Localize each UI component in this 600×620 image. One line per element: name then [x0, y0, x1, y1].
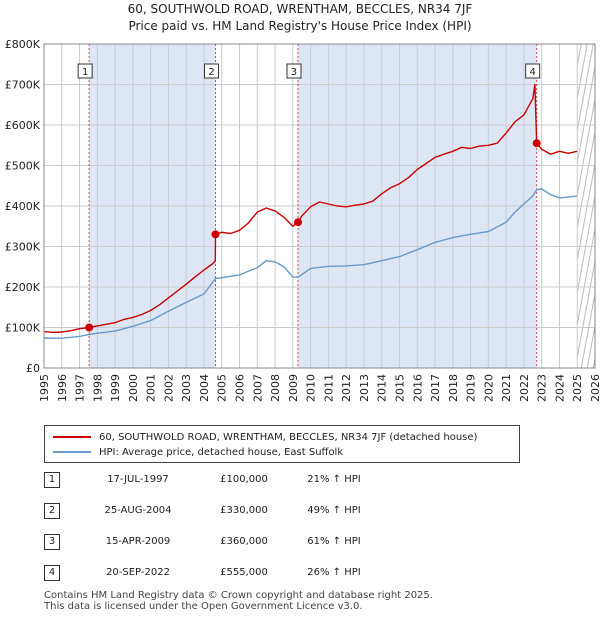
x-tick-label: 2014 [376, 374, 389, 402]
x-tick-label: 2013 [358, 374, 371, 402]
x-tick-label: 2000 [127, 374, 140, 402]
x-tick-label: 2006 [234, 374, 247, 402]
transaction-hpi-diff: 26% ↑ HPI [307, 567, 361, 578]
y-tick-label: £200K [5, 281, 41, 294]
chart-subtitle: Price paid vs. HM Land Registry's House … [128, 19, 472, 33]
x-tick-label: 2020 [482, 374, 495, 402]
future-hatch [577, 226, 596, 328]
plot-border [43, 43, 596, 369]
table-row: 1 17-JUL-1997 £100,000 21% ↑ HPI [44, 472, 464, 488]
x-tick-label: 1996 [56, 374, 69, 402]
legend-swatch-hpi [53, 451, 91, 453]
x-tick-label: 2016 [411, 374, 424, 402]
legend: 60, SOUTHWOLD ROAD, WRENTHAM, BECCLES, N… [44, 425, 520, 463]
x-tick-label: 2026 [589, 374, 600, 402]
x-tick-label: 2018 [447, 374, 460, 402]
hpi-line [43, 188, 578, 339]
sale-point [532, 139, 541, 148]
table-row: 4 20-SEP-2022 £555,000 26% ↑ HPI [44, 565, 464, 581]
x-tick-label: 2011 [322, 374, 335, 402]
x-tick-label: 2001 [145, 374, 158, 402]
future-hatch [577, 44, 594, 134]
sale-marker-box [525, 63, 541, 79]
x-tick-label: 2012 [340, 374, 353, 402]
future-hatch [580, 290, 596, 368]
x-tick-label: 2017 [429, 374, 442, 402]
sale-point [293, 218, 302, 227]
x-tick-label: 1995 [38, 374, 51, 402]
x-tick-label: 2024 [553, 374, 566, 402]
price-chart: £0 £100K £200K £300K £400K £500K £600K £700K £80… [5, 38, 600, 402]
y-tick-label: £0 [26, 362, 40, 375]
table-row: 2 25-AUG-2004 £330,000 49% ↑ HPI [44, 503, 464, 519]
y-tick-label: £400K [5, 200, 41, 213]
sale-marker-box [204, 63, 220, 79]
x-tick-label: 2015 [393, 374, 406, 402]
sale-marker-label: 3 [291, 67, 297, 78]
sale-marker-label: 2 [208, 67, 214, 78]
table-row: 3 15-APR-2009 £360,000 61% ↑ HPI [44, 534, 464, 550]
x-tick-label: 2007 [251, 374, 264, 402]
legend-swatch-property [53, 436, 91, 438]
transaction-date: 17-JUL-1997 [107, 474, 169, 485]
x-tick-label: 2003 [180, 374, 193, 402]
legend-item-property: 60, SOUTHWOLD ROAD, WRENTHAM, BECCLES, N… [53, 430, 477, 444]
y-tick-label: £500K [5, 160, 41, 173]
x-tick-label: 2002 [162, 374, 175, 402]
x-tick-label: 2022 [518, 374, 531, 402]
future-hatch [577, 258, 596, 360]
transaction-number: 3 [44, 534, 60, 550]
x-tick-label: 2005 [216, 374, 229, 402]
transaction-hpi-diff: 49% ↑ HPI [307, 505, 361, 516]
x-tick-label: 1998 [91, 374, 104, 402]
transaction-number: 2 [44, 503, 60, 519]
y-tick-label: £600K [5, 119, 41, 132]
x-tick-label: 2009 [287, 374, 300, 402]
transaction-hpi-diff: 61% ↑ HPI [307, 536, 361, 547]
sale-marker-label: 4 [530, 67, 536, 78]
legend-item-hpi: HPI: Average price, detached house, East… [53, 445, 343, 459]
y-tick-label: £100K [5, 322, 41, 335]
transaction-date: 15-APR-2009 [105, 536, 171, 547]
y-tick-label: £300K [5, 241, 41, 254]
transaction-number: 4 [44, 565, 60, 581]
x-tick-label: 2019 [465, 374, 478, 402]
x-tick-label: 2021 [500, 374, 513, 402]
transaction-price: £555,000 [220, 567, 268, 578]
sale-marker-label: 1 [82, 67, 88, 78]
future-hatch [577, 64, 596, 166]
footer-copyright: Contains HM Land Registry data © Crown c… [44, 590, 433, 601]
x-tick-label: 2008 [269, 374, 282, 402]
legend-label-hpi: HPI: Average price, detached house, East… [99, 446, 344, 458]
sale-point [211, 230, 220, 239]
sale-marker-box [286, 63, 302, 79]
property-price-line [43, 83, 578, 334]
transaction-number: 1 [44, 472, 60, 488]
x-tick-label: 2023 [536, 374, 549, 402]
x-tick-label: 2004 [198, 374, 211, 402]
legend-label-property: 60, SOUTHWOLD ROAD, WRENTHAM, BECCLES, N… [99, 431, 478, 443]
y-tick-label: £800K [5, 38, 41, 51]
sale-point [85, 323, 94, 332]
transaction-date: 20-SEP-2022 [106, 567, 170, 578]
transaction-price: £100,000 [220, 474, 268, 485]
x-tick-label: 1997 [74, 374, 87, 402]
chart-title: 60, SOUTHWOLD ROAD, WRENTHAM, BECCLES, N… [127, 2, 473, 16]
x-tick-label: 2025 [571, 374, 584, 402]
y-tick-label: £700K [5, 79, 41, 92]
transaction-hpi-diff: 21% ↑ HPI [307, 474, 361, 485]
x-tick-label: 1999 [109, 374, 122, 402]
transaction-price: £360,000 [220, 536, 268, 547]
transaction-price: £330,000 [220, 505, 268, 516]
footer-licence: This data is licensed under the Open Gov… [44, 601, 363, 612]
x-tick-label: 2010 [305, 374, 318, 402]
sale-marker-box [77, 63, 93, 79]
transaction-date: 25-AUG-2004 [104, 505, 172, 516]
footer: Contains HM Land Registry data © Crown c… [44, 590, 433, 612]
